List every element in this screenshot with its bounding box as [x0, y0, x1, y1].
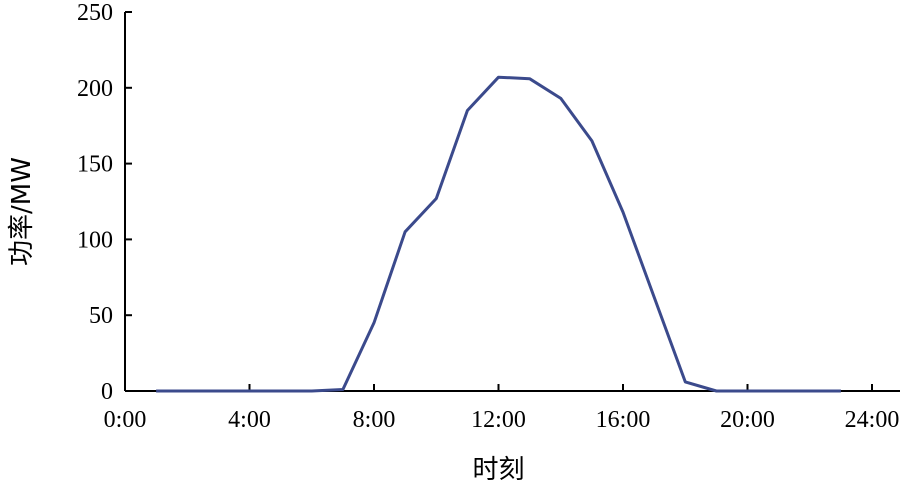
x-tick-label: 4:00 — [228, 407, 271, 433]
x-axis-label: 时刻 — [472, 455, 524, 485]
x-tick-label: 24:00 — [845, 407, 900, 433]
y-tick-label: 150 — [77, 152, 113, 178]
series-line — [156, 75, 841, 393]
x-tick-label: 0:00 — [104, 407, 147, 433]
x-tick-label: 12:00 — [471, 407, 526, 433]
y-axis-label: 功率/MW — [7, 157, 37, 266]
y-tick-label: 250 — [77, 0, 113, 26]
x-tick-label: 16:00 — [596, 407, 651, 433]
x-tick-label: 20:00 — [720, 407, 775, 433]
y-ticks: 0 50 100 150 200 250 — [77, 0, 132, 405]
y-tick-label: 200 — [77, 76, 113, 102]
y-tick-label: 0 — [101, 379, 113, 405]
series-group — [156, 75, 841, 393]
x-tick-label: 8:00 — [353, 407, 396, 433]
y-tick-label: 100 — [77, 227, 113, 253]
axes — [124, 12, 900, 392]
y-tick-label: 50 — [89, 303, 113, 329]
x-ticks: 0:00 4:00 8:00 12:00 16:00 20:00 24:00 — [104, 384, 900, 433]
